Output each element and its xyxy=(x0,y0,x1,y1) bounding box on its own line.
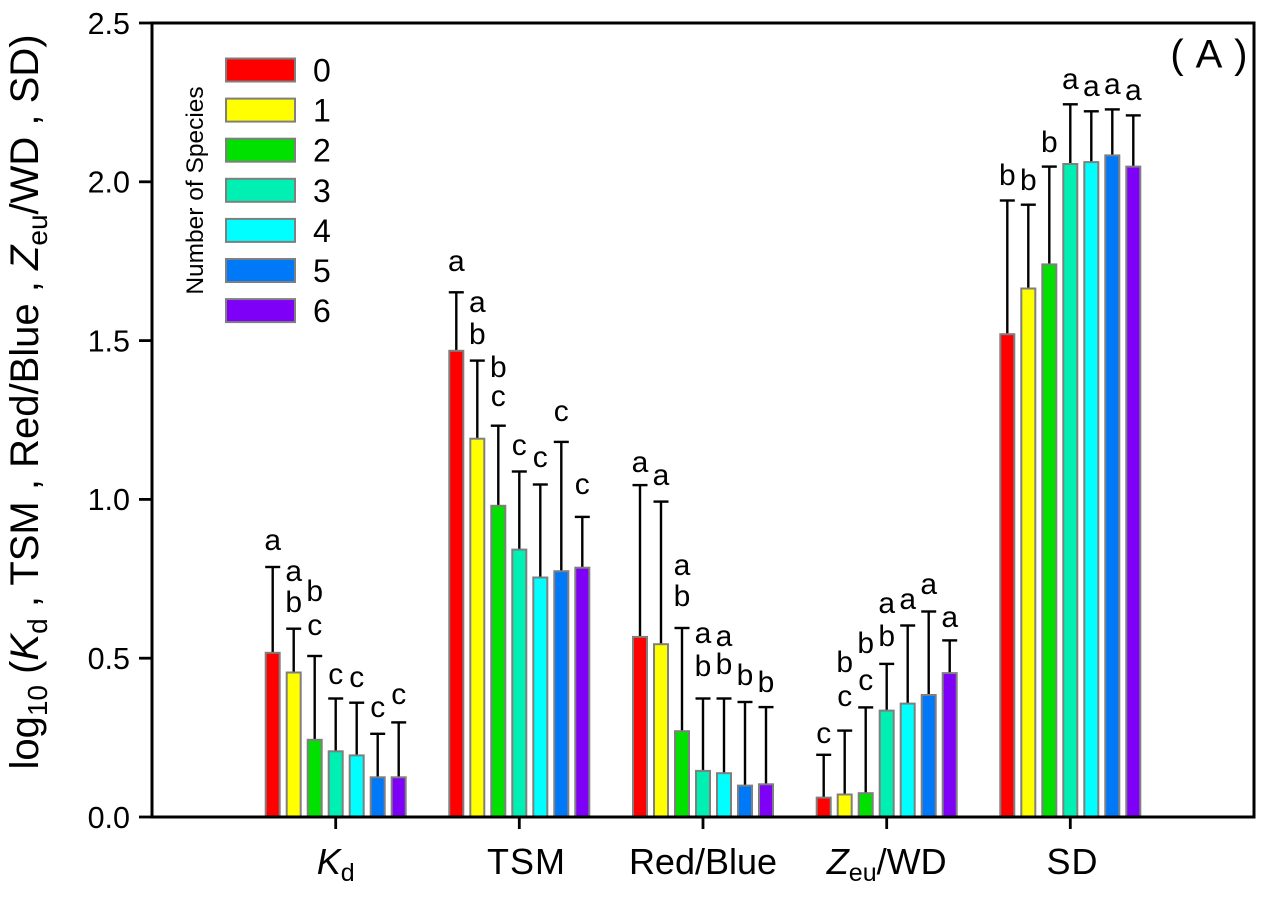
svg-text:Red/Blue: Red/Blue xyxy=(629,841,777,882)
svg-text:a: a xyxy=(448,245,465,278)
svg-text:c: c xyxy=(837,680,852,713)
svg-text:c: c xyxy=(307,609,322,642)
svg-text:SD: SD xyxy=(1046,841,1098,882)
svg-text:b: b xyxy=(1020,164,1037,197)
svg-text:a: a xyxy=(695,617,712,650)
svg-text:a: a xyxy=(1083,70,1100,103)
svg-text:a: a xyxy=(899,583,916,616)
svg-text:1.5: 1.5 xyxy=(88,324,130,358)
svg-text:c: c xyxy=(575,468,590,501)
svg-text:a: a xyxy=(716,620,733,653)
svg-text:c: c xyxy=(858,664,873,697)
svg-text:c: c xyxy=(816,717,831,750)
svg-text:c: c xyxy=(328,658,343,691)
svg-text:b: b xyxy=(999,159,1016,192)
svg-text:log10 (Kd , TSM , Red/Blue , Z: log10 (Kd , TSM , Red/Blue , Zeu/WD , SD… xyxy=(3,34,53,769)
svg-text:b: b xyxy=(1041,126,1058,159)
svg-text:5: 5 xyxy=(313,253,331,289)
svg-text:c: c xyxy=(370,691,385,724)
svg-text:b: b xyxy=(306,575,323,608)
svg-text:a: a xyxy=(285,555,302,588)
svg-text:c: c xyxy=(391,678,406,711)
svg-text:Kd: Kd xyxy=(317,841,355,887)
svg-text:0.0: 0.0 xyxy=(88,801,130,835)
svg-text:b: b xyxy=(758,666,775,699)
svg-text:a: a xyxy=(941,601,958,634)
svg-text:a: a xyxy=(264,524,281,557)
svg-text:b: b xyxy=(716,648,733,681)
svg-text:a: a xyxy=(920,568,937,601)
svg-text:a: a xyxy=(878,587,895,620)
svg-text:4: 4 xyxy=(313,213,331,249)
svg-text:Zeu/WD: Zeu/WD xyxy=(826,841,947,887)
svg-text:TSM: TSM xyxy=(487,841,566,882)
svg-text:a: a xyxy=(632,446,649,479)
svg-text:Number of Species: Number of Species xyxy=(182,86,209,294)
svg-text:a: a xyxy=(1062,63,1079,96)
svg-text:( A ): ( A ) xyxy=(1170,33,1249,77)
svg-text:1.0: 1.0 xyxy=(88,483,130,517)
svg-text:0.5: 0.5 xyxy=(88,642,130,676)
svg-text:b: b xyxy=(857,627,874,660)
svg-text:b: b xyxy=(695,650,712,683)
svg-text:b: b xyxy=(469,318,486,351)
svg-text:2.5: 2.5 xyxy=(88,7,130,41)
svg-text:2.0: 2.0 xyxy=(88,166,130,200)
svg-text:0: 0 xyxy=(313,53,331,89)
svg-text:a: a xyxy=(1104,68,1121,101)
svg-text:a: a xyxy=(653,459,670,492)
svg-text:c: c xyxy=(349,661,364,694)
svg-text:c: c xyxy=(491,380,506,413)
svg-text:b: b xyxy=(490,351,507,384)
svg-text:a: a xyxy=(1125,74,1142,107)
svg-text:3: 3 xyxy=(313,173,331,209)
svg-text:2: 2 xyxy=(313,133,331,169)
svg-text:c: c xyxy=(512,429,527,462)
svg-text:b: b xyxy=(878,620,895,653)
svg-text:b: b xyxy=(836,646,853,679)
svg-text:c: c xyxy=(554,395,569,428)
svg-text:1: 1 xyxy=(313,93,331,129)
svg-text:a: a xyxy=(469,286,486,319)
svg-text:b: b xyxy=(737,659,754,692)
svg-text:6: 6 xyxy=(313,293,331,329)
svg-text:c: c xyxy=(533,441,548,474)
svg-text:b: b xyxy=(674,580,691,613)
svg-text:b: b xyxy=(285,586,302,619)
svg-text:a: a xyxy=(674,549,691,582)
